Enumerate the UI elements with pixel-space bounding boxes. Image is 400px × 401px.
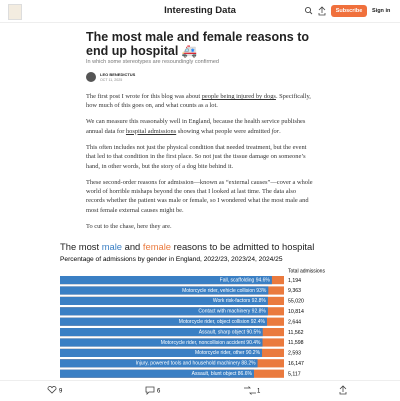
text-run: . <box>279 127 281 135</box>
author-name[interactable]: LEO BENEDICTUS <box>100 72 136 77</box>
total-label: 10,814 <box>288 309 304 315</box>
totals-header: Total admissions <box>288 268 325 274</box>
text-run: This often includes not just the physica… <box>86 143 307 170</box>
category-label: Injury, powered tools and household mach… <box>136 361 241 367</box>
bar <box>60 348 263 357</box>
total-label: 1,194 <box>288 278 301 284</box>
text-run: We can measure this reasonably well in E… <box>86 118 306 135</box>
text-run: These second-order reasons for admission… <box>86 178 313 214</box>
bar <box>60 359 258 368</box>
bar <box>60 307 268 316</box>
value-label: 92.8% <box>252 309 267 315</box>
search-icon[interactable] <box>304 6 312 14</box>
title-part: reasons to be admitted to hospital <box>171 241 314 252</box>
total-label: 11,562 <box>288 330 304 336</box>
link[interactable]: people being injured by dogs <box>201 93 276 100</box>
chart-title: The most male and female reasons to be a… <box>60 241 314 252</box>
title-part: female <box>143 241 171 252</box>
post-date: OCT 11, 2025 <box>100 78 123 82</box>
bar-label: Contact with machinery 92.8% <box>198 309 266 315</box>
text-run: for <box>271 127 280 135</box>
bar-label: Assault, blunt object 86.6% <box>192 371 253 377</box>
text-run: To cut to the chase, here they are. <box>86 222 172 230</box>
title-part: male <box>102 241 122 252</box>
value-label: 86.6% <box>238 371 253 377</box>
bar-label: Motorcycle rider, noncollision accident … <box>161 340 261 346</box>
total-label: 2,644 <box>288 319 301 325</box>
bar <box>60 328 263 337</box>
footer-bar: 9 6 1 <box>0 380 400 395</box>
sign-in-button[interactable]: Sign in <box>372 8 391 14</box>
total-label: 5,117 <box>288 371 301 377</box>
share-icon[interactable] <box>339 385 347 395</box>
value-label: 92.4% <box>251 319 266 325</box>
bar <box>60 369 254 378</box>
bar <box>60 338 263 347</box>
paragraph: We can measure this reasonably well in E… <box>86 117 314 136</box>
link[interactable]: hospital admissions <box>125 127 177 135</box>
share-icon[interactable] <box>318 6 326 16</box>
article-subtitle: In which some stereotypes are resounding… <box>86 59 219 65</box>
total-label: 16,147 <box>288 361 304 367</box>
total-label: 2,593 <box>288 351 301 357</box>
bar <box>60 317 267 326</box>
total-label: 55,020 <box>288 299 304 305</box>
bar <box>60 276 272 285</box>
total-label: 9,363 <box>288 288 301 294</box>
article-title: The most male and female reasons to end … <box>86 30 309 58</box>
chart: The most male and female reasons to be a… <box>60 241 325 378</box>
search-icon-handle <box>309 11 313 15</box>
article-body: The first post I wrote for this blog was… <box>86 92 314 238</box>
logo[interactable] <box>8 4 22 20</box>
total-label: 11,598 <box>288 340 304 346</box>
value-label: 92.8% <box>252 299 267 305</box>
title-part: The most <box>60 241 102 252</box>
category-label: Motorcycle rider, noncollision accident <box>161 340 246 346</box>
category-label: Assault, blunt object <box>192 371 237 377</box>
category-label: Fall, scaffolding <box>220 278 255 284</box>
paragraph: This often includes not just the physica… <box>86 143 314 171</box>
restack-count: 1 <box>257 389 261 395</box>
bar <box>60 296 268 305</box>
comment-icon[interactable] <box>145 386 155 395</box>
paragraph: The first post I wrote for this blog was… <box>86 92 314 111</box>
title-part: and <box>122 241 143 252</box>
category-label: Motorcycle rider, other <box>195 351 245 357</box>
bar-label: Work risk-factors 92.8% <box>213 299 267 305</box>
value-label: 94.6% <box>256 278 271 284</box>
category-label: Contact with machinery <box>198 309 250 315</box>
bar-label: Assault, sharp object 90.5% <box>199 330 262 336</box>
like-count: 9 <box>59 389 63 395</box>
like-icon[interactable] <box>47 386 57 394</box>
category-label: Motorcycle rider, vehicle collision <box>182 288 255 294</box>
value-label: 93% <box>256 288 267 294</box>
text-run: showing what people were admitted <box>176 127 272 135</box>
restack-icon[interactable] <box>244 386 256 395</box>
text-run: The first post I wrote for this blog was… <box>86 93 202 100</box>
value-label: 90.4% <box>246 340 261 346</box>
chart-subtitle: Percentage of admissions by gender in En… <box>60 256 283 263</box>
value-label: 88.2% <box>241 361 256 367</box>
value-label: 90.5% <box>247 330 262 336</box>
bar-label: Injury, powered tools and household mach… <box>136 361 257 367</box>
bar <box>60 286 269 295</box>
text-run: . Specifically, how much of this goes on… <box>86 93 311 110</box>
paragraph: These second-order reasons for admission… <box>86 178 314 216</box>
bar-label: Fall, scaffolding 94.6% <box>220 278 271 284</box>
category-label: Motorcycle rider, object collision <box>179 319 250 325</box>
bar-label: Motorcycle rider, object collision 92.4% <box>179 319 266 325</box>
author-avatar[interactable] <box>86 72 96 82</box>
subscribe-button[interactable]: Subscribe <box>331 5 367 17</box>
site-title[interactable]: Interesting Data <box>164 5 236 16</box>
bar-label: Motorcycle rider, other 90.2% <box>195 351 261 357</box>
category-label: Work risk-factors <box>213 299 251 305</box>
value-label: 90.2% <box>246 351 261 357</box>
comment-count: 6 <box>157 389 161 395</box>
category-label: Assault, sharp object <box>199 330 246 336</box>
icons <box>304 6 326 16</box>
top-bar: Interesting Data Subscribe Sign in <box>0 0 400 23</box>
bar-label: Motorcycle rider, vehicle collision 93% <box>182 288 267 294</box>
paragraph: To cut to the chase, here they are. <box>86 222 314 231</box>
